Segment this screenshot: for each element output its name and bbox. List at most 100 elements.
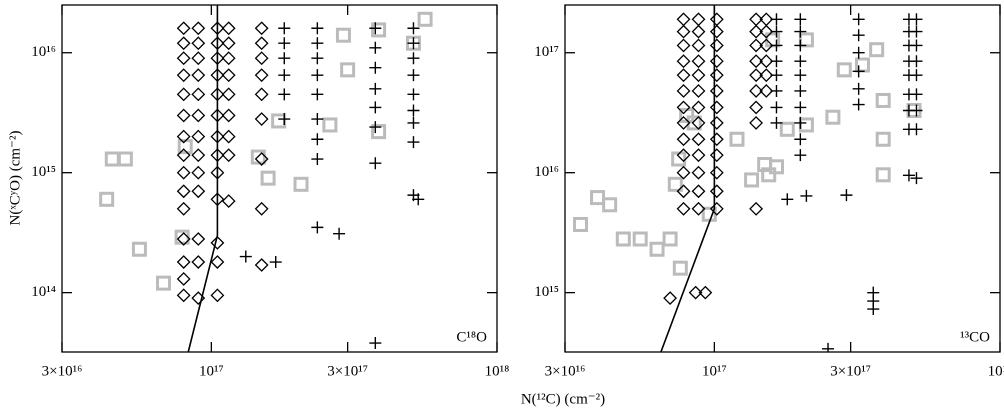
square-marker xyxy=(417,11,433,27)
diamond-marker xyxy=(691,148,706,163)
plus-marker xyxy=(840,189,853,202)
diamond-marker xyxy=(759,38,774,53)
diamond-marker xyxy=(676,184,691,199)
diamond-marker xyxy=(709,68,724,83)
diamond-marker xyxy=(676,115,691,130)
plus-marker xyxy=(794,133,807,146)
plus-marker xyxy=(278,113,291,126)
diamond-marker xyxy=(210,235,225,250)
diamond-marker xyxy=(688,285,703,300)
plus-marker xyxy=(852,46,865,59)
plus-marker xyxy=(770,55,783,68)
square-marker xyxy=(632,231,648,247)
diamond-marker xyxy=(749,24,764,39)
plus-marker xyxy=(910,13,923,26)
plus-marker xyxy=(910,39,923,52)
plus-marker xyxy=(311,37,324,50)
square-marker xyxy=(117,151,133,167)
x-tick-label: 3×10¹⁷ xyxy=(327,363,368,379)
plus-marker xyxy=(794,69,807,82)
diamond-marker xyxy=(676,54,691,69)
plus-marker xyxy=(770,39,783,52)
diamond-marker xyxy=(254,51,269,66)
x-axis-label: N(¹²C) (cm⁻²) xyxy=(521,391,605,407)
diamond-marker xyxy=(676,148,691,163)
diamond-marker xyxy=(221,129,236,144)
diamond-marker xyxy=(191,255,206,269)
diamond-marker xyxy=(254,36,269,51)
diamond-marker xyxy=(221,21,236,36)
plus-marker xyxy=(800,189,813,202)
diamond-marker xyxy=(176,184,191,199)
square-marker xyxy=(836,62,852,78)
plus-marker xyxy=(369,101,382,114)
square-marker xyxy=(875,167,891,183)
diamond-marker xyxy=(176,165,191,180)
diamond-marker xyxy=(176,255,191,269)
model-line xyxy=(660,5,716,352)
diamond-marker xyxy=(191,21,206,36)
plus-marker xyxy=(311,69,324,82)
diamond-marker xyxy=(254,87,269,102)
plus-marker xyxy=(852,13,865,26)
plus-marker xyxy=(278,69,291,82)
plus-marker xyxy=(794,116,807,129)
diamond-marker xyxy=(191,129,206,144)
diamond-marker xyxy=(691,201,706,216)
x-tick-label: 10¹⁷ xyxy=(199,363,224,379)
x-tick-label: 3×10¹⁶ xyxy=(545,363,586,379)
square-marker xyxy=(602,197,618,213)
diamond-marker xyxy=(221,51,236,66)
plus-marker xyxy=(239,250,252,263)
plus-marker xyxy=(278,22,291,35)
plus-marker xyxy=(369,337,382,350)
plus-marker xyxy=(794,84,807,97)
plus-marker xyxy=(794,39,807,52)
plus-marker xyxy=(852,98,865,111)
diamond-marker xyxy=(691,84,706,98)
diamond-marker xyxy=(254,258,269,272)
square-marker xyxy=(768,159,784,175)
square-marker xyxy=(322,117,338,133)
square-marker xyxy=(250,149,266,165)
diamond-marker xyxy=(176,21,191,36)
diamond-marker xyxy=(749,68,764,83)
plot-frame xyxy=(61,4,498,353)
diamond-marker xyxy=(676,12,691,27)
plus-marker xyxy=(407,37,420,50)
plus-marker xyxy=(852,65,865,78)
diamond-marker xyxy=(709,201,724,216)
plus-marker xyxy=(369,22,382,35)
diamond-marker xyxy=(176,36,191,51)
plot-area xyxy=(573,5,923,352)
square-marker xyxy=(335,27,351,43)
panel: 3×10¹⁶ 10¹⁷ 3×10¹⁷ 10¹⁸ 10¹⁵ 10¹⁶ 10¹⁷ ¹³CO xyxy=(534,4,1004,379)
plus-marker xyxy=(407,104,420,117)
square-marker xyxy=(293,176,309,192)
plus-marker xyxy=(822,342,835,352)
plus-marker xyxy=(311,221,324,234)
plus-marker xyxy=(278,88,291,101)
x-tick-label: 3×10¹⁶ xyxy=(42,363,83,379)
diamond-marker xyxy=(676,84,691,98)
diamond-marker xyxy=(709,115,724,130)
square-marker xyxy=(686,115,702,131)
plus-marker xyxy=(770,116,783,129)
square-marker xyxy=(649,241,665,257)
diamond-marker xyxy=(191,68,206,83)
diamond-marker xyxy=(254,152,269,166)
square-marker xyxy=(340,62,356,78)
diamond-marker xyxy=(698,285,713,300)
plus-marker xyxy=(902,169,915,182)
diamond-marker xyxy=(691,12,706,27)
plus-marker xyxy=(407,136,420,149)
diamond-marker xyxy=(676,24,691,39)
diamond-marker xyxy=(691,24,706,39)
diamond-marker xyxy=(709,84,724,98)
square-marker xyxy=(590,190,606,206)
diamond-marker xyxy=(254,68,269,83)
diamond-marker xyxy=(221,36,236,51)
plus-marker xyxy=(369,61,382,74)
diamond-marker xyxy=(691,100,706,115)
diamond-marker xyxy=(210,255,225,269)
